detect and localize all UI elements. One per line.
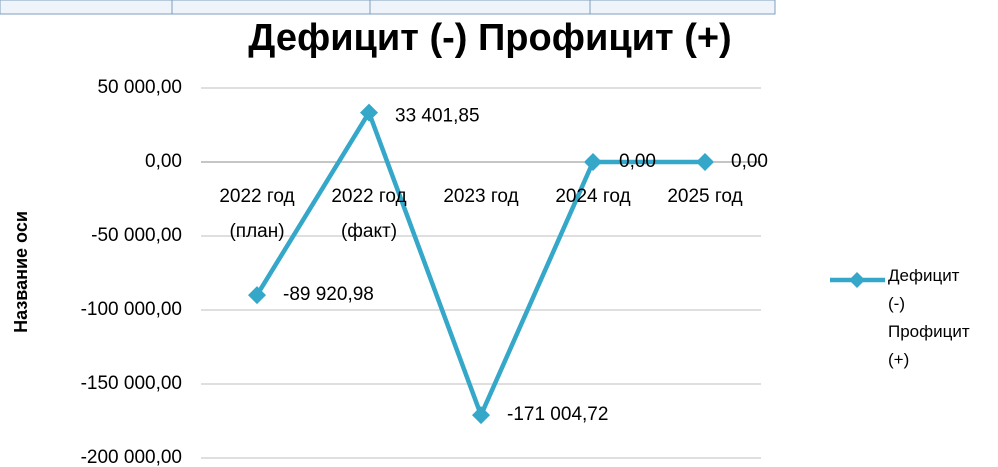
y-tick-label: 0,00 — [145, 151, 182, 172]
marker — [360, 103, 378, 122]
marker — [248, 286, 266, 305]
legend-marker — [849, 272, 865, 288]
chart-title: Дефицит (-) Профицит (+) — [248, 17, 731, 59]
table-strip — [0, 0, 776, 15]
y-tick-label: -200 000,00 — [81, 447, 182, 467]
y-tick-label: -100 000,00 — [81, 299, 182, 320]
x-tick-label: 2022 год (факт) — [331, 186, 407, 242]
data-label: 33 401,85 — [395, 106, 480, 127]
marker — [584, 153, 602, 171]
data-label: -171 004,72 — [507, 404, 608, 425]
x-tick-label: 2023 год — [443, 186, 519, 207]
x-tick-label: 2024 год — [555, 186, 631, 207]
table-fragment — [0, 0, 776, 15]
x-tick-label: 2025 год — [667, 186, 743, 207]
y-tick-label: 50 000,00 — [97, 77, 182, 98]
data-label: 0,00 — [731, 151, 768, 172]
marker — [696, 153, 714, 171]
x-tick-label: 2022 год (план) — [219, 186, 295, 242]
marker — [472, 406, 490, 425]
data-label: -89 920,98 — [283, 284, 374, 305]
y-tick-label: -150 000,00 — [81, 373, 182, 394]
y-axis-title: Название оси — [11, 211, 31, 333]
data-label: 0,00 — [619, 151, 656, 172]
y-tick-label: -50 000,00 — [91, 225, 182, 246]
legend-label: Дефицит (-) Профицит (+) — [888, 266, 970, 369]
